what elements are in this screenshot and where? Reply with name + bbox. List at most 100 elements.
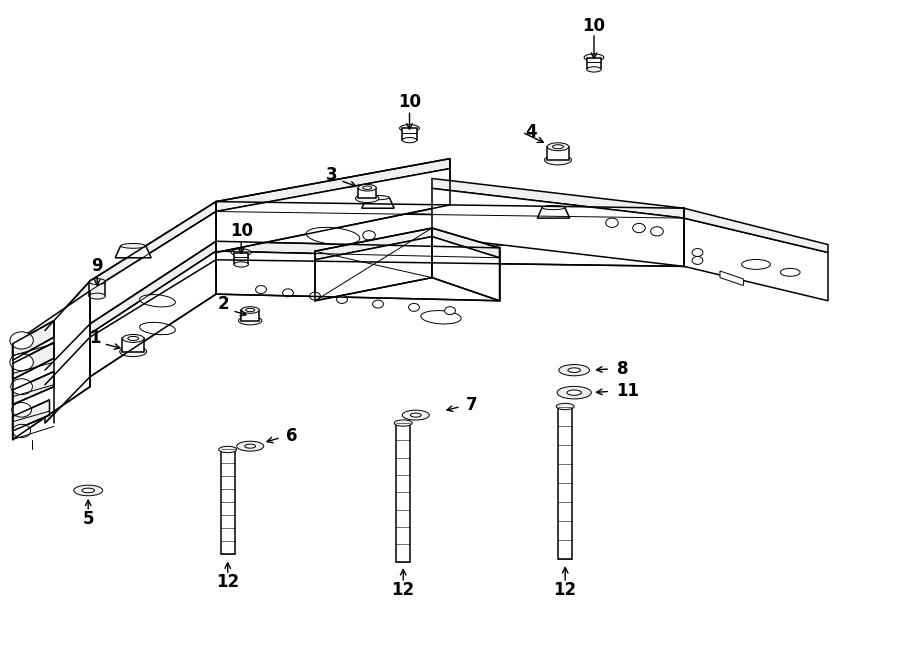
Ellipse shape [410,413,421,417]
Polygon shape [13,400,50,431]
Polygon shape [241,310,259,321]
Ellipse shape [238,317,262,325]
Circle shape [256,286,266,293]
Circle shape [409,303,419,311]
Text: 4: 4 [526,123,536,141]
Text: 9: 9 [92,256,103,275]
Ellipse shape [237,442,264,451]
Text: 10: 10 [582,17,606,36]
Polygon shape [362,198,394,208]
Circle shape [579,241,591,251]
Polygon shape [216,202,684,218]
Polygon shape [396,423,410,562]
Polygon shape [432,178,684,218]
Polygon shape [402,128,417,140]
Circle shape [337,295,347,303]
Ellipse shape [128,336,139,340]
Polygon shape [45,324,90,380]
Circle shape [282,227,294,237]
Text: 1: 1 [89,329,100,348]
Ellipse shape [366,196,390,200]
Ellipse shape [140,295,176,307]
Polygon shape [216,169,450,253]
Polygon shape [90,202,216,291]
Ellipse shape [120,346,147,356]
Polygon shape [432,188,684,266]
Circle shape [246,226,258,235]
Circle shape [373,300,383,308]
Circle shape [363,231,375,240]
Polygon shape [558,407,572,559]
Text: 2: 2 [218,295,229,313]
Circle shape [408,233,420,242]
Polygon shape [220,449,235,554]
Polygon shape [537,208,570,218]
Text: 12: 12 [216,572,239,591]
Ellipse shape [246,308,255,311]
Ellipse shape [122,334,144,342]
Polygon shape [216,251,500,301]
Circle shape [692,249,703,256]
Ellipse shape [780,268,800,276]
Polygon shape [315,228,432,260]
Polygon shape [684,218,828,301]
Ellipse shape [89,293,105,299]
Polygon shape [45,291,90,385]
Circle shape [283,289,293,297]
Ellipse shape [121,243,146,249]
Polygon shape [90,251,216,377]
Circle shape [651,227,663,236]
Polygon shape [216,212,684,266]
Ellipse shape [394,420,412,426]
Polygon shape [234,253,248,264]
Polygon shape [315,237,432,301]
Ellipse shape [306,227,360,245]
Polygon shape [720,271,743,286]
Circle shape [493,237,506,246]
Circle shape [445,307,455,315]
Ellipse shape [544,155,572,165]
Ellipse shape [363,186,372,189]
Circle shape [534,239,546,248]
Ellipse shape [556,403,574,410]
Polygon shape [45,281,90,340]
Polygon shape [90,241,216,334]
Ellipse shape [584,54,604,61]
Text: 10: 10 [398,93,421,112]
Polygon shape [13,291,90,440]
Polygon shape [216,159,450,212]
Polygon shape [432,237,500,301]
Ellipse shape [89,279,105,284]
Text: 12: 12 [554,580,577,599]
Ellipse shape [553,145,563,149]
Circle shape [13,424,31,438]
Circle shape [10,354,33,371]
Ellipse shape [402,410,429,420]
Ellipse shape [381,241,429,257]
Ellipse shape [231,249,251,256]
Ellipse shape [568,368,580,373]
Ellipse shape [742,260,770,270]
Ellipse shape [140,323,176,334]
Ellipse shape [587,67,601,72]
Polygon shape [89,282,105,296]
Ellipse shape [421,311,461,324]
Polygon shape [13,371,54,405]
Circle shape [633,223,645,233]
Ellipse shape [219,446,237,453]
Ellipse shape [559,365,590,375]
Text: 3: 3 [326,166,337,184]
Circle shape [10,332,33,349]
Polygon shape [90,212,216,337]
Circle shape [310,292,320,300]
Polygon shape [45,334,90,423]
Circle shape [692,256,703,264]
Circle shape [453,235,465,244]
Ellipse shape [356,194,379,202]
Ellipse shape [542,206,565,210]
Text: 10: 10 [230,222,253,241]
Polygon shape [13,321,54,360]
Ellipse shape [547,143,569,151]
Ellipse shape [245,444,256,448]
Polygon shape [547,147,569,160]
